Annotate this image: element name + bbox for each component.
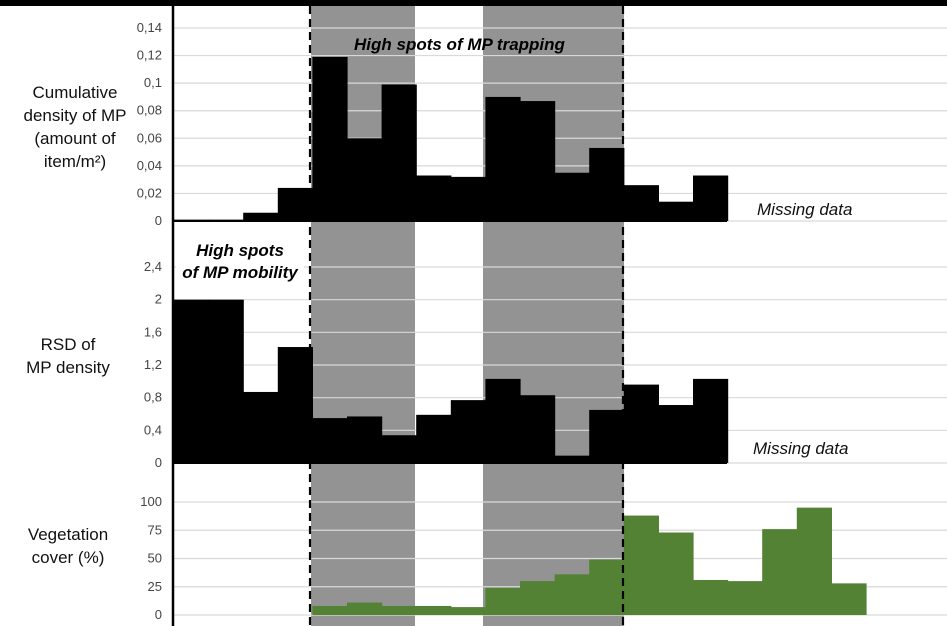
bar bbox=[347, 138, 383, 221]
bar bbox=[277, 187, 313, 221]
mobility-annotation-line: High spots bbox=[196, 241, 284, 260]
y-tick-label: 0 bbox=[155, 607, 162, 622]
bar bbox=[727, 581, 763, 615]
y-tick-label: 1,2 bbox=[144, 357, 162, 372]
y-tick-label: 2 bbox=[155, 292, 162, 307]
bar bbox=[347, 602, 383, 615]
bar bbox=[381, 605, 417, 615]
bar bbox=[589, 409, 625, 463]
y-tick-label: 50 bbox=[148, 551, 162, 566]
trapping-annotation: High spots of MP trapping bbox=[354, 35, 565, 54]
bar bbox=[693, 378, 729, 463]
bar bbox=[589, 147, 625, 221]
bar bbox=[312, 418, 348, 463]
y-tick-label: 2,4 bbox=[144, 259, 162, 274]
bar bbox=[589, 559, 625, 615]
missing-data-label: Missing data bbox=[757, 200, 853, 219]
bar bbox=[831, 583, 867, 615]
bar bbox=[554, 455, 590, 463]
panel1-ylabel-line: Cumulative bbox=[32, 83, 118, 102]
bar bbox=[243, 391, 279, 463]
y-tick-label: 0 bbox=[155, 213, 162, 228]
bar bbox=[693, 579, 729, 615]
top-border bbox=[0, 0, 947, 6]
bar bbox=[277, 347, 313, 463]
y-tick-label: 0,08 bbox=[137, 103, 162, 118]
bar bbox=[623, 384, 659, 463]
bar bbox=[347, 416, 383, 463]
bar bbox=[520, 101, 556, 221]
bar bbox=[450, 607, 486, 615]
axes bbox=[171, 6, 727, 626]
panel2-ylabel-line: RSD of bbox=[40, 335, 96, 354]
bar bbox=[416, 414, 452, 463]
panel1-ylabel: Cumulative density of MP (amount of item… bbox=[0, 81, 150, 173]
y-tick-label: 0,04 bbox=[137, 158, 162, 173]
panel2-ylabel-line: MP density bbox=[26, 358, 110, 377]
bar bbox=[520, 395, 556, 463]
bar bbox=[450, 400, 486, 463]
missing-data-label: Missing data bbox=[753, 439, 849, 458]
bar bbox=[554, 172, 590, 221]
panel3-ylabel-line: Vegetation bbox=[27, 525, 109, 544]
bar bbox=[485, 96, 521, 221]
panel3-ylabel-line: cover (%) bbox=[31, 548, 105, 567]
bar bbox=[554, 574, 590, 615]
bar bbox=[796, 507, 832, 615]
y-tick-label: 0,8 bbox=[144, 390, 162, 405]
panel1-ylabel-line: item/m²) bbox=[43, 152, 107, 171]
y-tick-label: 1,6 bbox=[144, 324, 162, 339]
y-tick-label: 0,4 bbox=[144, 422, 162, 437]
tick-labels: 0 0,02 0,04 0,06 0,08 0,1 0,12 0,14 0 0,4 0,8 1,2 1,… bbox=[137, 20, 162, 622]
panel3-ylabel: Vegetation cover (%) bbox=[0, 523, 143, 569]
bar bbox=[520, 581, 556, 615]
y-tick-label: 75 bbox=[148, 522, 162, 537]
y-tick-label: 100 bbox=[140, 494, 162, 509]
bar bbox=[658, 405, 694, 463]
y-tick-label: 0,12 bbox=[137, 48, 162, 63]
bar bbox=[450, 176, 486, 221]
bar bbox=[208, 299, 244, 463]
y-tick-label: 0 bbox=[155, 455, 162, 470]
bar bbox=[312, 605, 348, 615]
highlight-bands bbox=[311, 6, 624, 626]
bar bbox=[485, 587, 521, 615]
bar bbox=[416, 175, 452, 221]
bar bbox=[312, 56, 348, 222]
bar bbox=[416, 605, 452, 615]
panel1-ylabel-line: (amount of bbox=[34, 129, 116, 148]
y-tick-label: 0,02 bbox=[137, 185, 162, 200]
bar bbox=[381, 435, 417, 463]
bar bbox=[623, 515, 659, 615]
panel2-ylabel: RSD of MP density bbox=[0, 333, 143, 379]
y-tick-label: 0,14 bbox=[137, 20, 162, 35]
y-tick-label: 25 bbox=[148, 579, 162, 594]
bar bbox=[693, 175, 729, 221]
mobility-annotation: High spots of MP mobility bbox=[176, 240, 304, 284]
bar bbox=[623, 185, 659, 221]
bar bbox=[243, 212, 279, 221]
bar bbox=[174, 299, 210, 463]
bar bbox=[762, 529, 798, 615]
y-tick-label: 0,1 bbox=[144, 75, 162, 90]
bar bbox=[658, 532, 694, 615]
y-tick-label: 0,06 bbox=[137, 130, 162, 145]
panel1-ylabel-line: density of MP bbox=[23, 106, 127, 125]
bars bbox=[174, 56, 867, 615]
bar bbox=[485, 378, 521, 463]
bar bbox=[658, 201, 694, 221]
mobility-annotation-line: of MP mobility bbox=[182, 263, 298, 282]
bar bbox=[381, 84, 417, 222]
